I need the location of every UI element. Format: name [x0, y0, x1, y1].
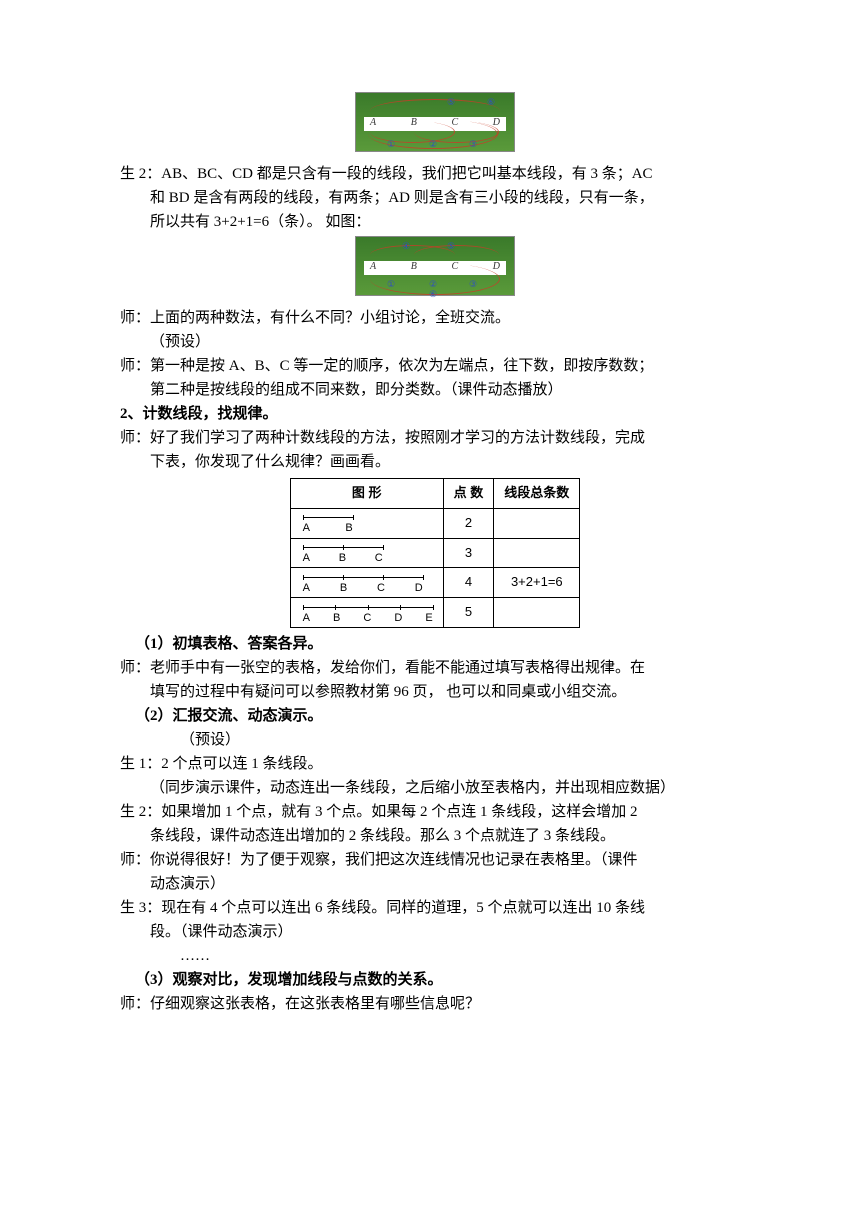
subsection: （2）汇报交流、动态演示。 — [120, 704, 750, 728]
text: 填写的过程中有疑问可以参照教材第 96 页， 也可以和同桌或小组交流。 — [150, 684, 626, 700]
table-row: AB 2 — [290, 508, 580, 538]
text: 条线段，课件动态连出增加的 2 条线段。那么 3 个点就连了 3 条线段。 — [150, 828, 615, 844]
subsection: （1）初填表格、答案各异。 — [120, 632, 750, 656]
speaker: 生 1： — [120, 756, 161, 772]
cell: 2 — [443, 508, 494, 538]
text: 动态演示） — [150, 876, 225, 892]
num: ⑤ — [446, 95, 456, 105]
text: AB、BC、CD 都是只含有一段的线段，我们把它叫基本线段，有 3 条；AC — [161, 166, 652, 182]
text: 2 个点可以连 1 条线段。 — [161, 756, 322, 772]
num: ⑤ — [446, 239, 456, 249]
text: 下表，你发现了什么规律？画画看。 — [150, 454, 390, 470]
num: ⑥ — [428, 287, 438, 297]
cell — [494, 508, 580, 538]
speaker: 生 2： — [120, 166, 161, 182]
speaker: 生 2： — [120, 804, 161, 820]
col-header: 图 形 — [290, 479, 443, 509]
text: 和 BD 是含有两段的线段，有两条；AD 则是含有三小段的线段，只有一条， — [150, 190, 654, 206]
text: （同步演示课件，动态连出一条线段，之后缩小放至表格内，并出现相应数据） — [150, 780, 675, 796]
text: （预设） — [150, 334, 210, 350]
col-header: 线段总条数 — [494, 479, 580, 509]
cell — [494, 538, 580, 568]
table-row: ABCDE 5 — [290, 598, 580, 628]
text: 你说得很好！为了便于观察，我们把这次连线情况也记录在表格里。（课件 — [150, 852, 638, 868]
num: ② — [428, 277, 438, 287]
text: 老师手中有一张空的表格，发给你们，看能不能通过填写表格得出规律。在 — [150, 660, 645, 676]
subsection: （3）观察对比，发现增加线段与点数的关系。 — [120, 968, 750, 992]
speaker: 师： — [120, 358, 150, 374]
col-header: 点 数 — [443, 479, 494, 509]
speaker: 生 3： — [120, 900, 161, 916]
speaker: 师： — [120, 852, 150, 868]
segment-diagram-1: A B C D ① ② ③ ⑤ ⑥ — [355, 92, 515, 152]
num: ① — [386, 277, 396, 287]
num: ⑥ — [486, 95, 496, 105]
cell: 4 — [443, 568, 494, 598]
cell — [494, 598, 580, 628]
text: 第二种是按线段的组成不同来数，即分类数。（课件动态播放） — [150, 382, 563, 398]
text: 所以共有 3+2+1=6（条）。 如图： — [150, 214, 370, 230]
num: ④ — [401, 239, 411, 249]
text: 现在有 4 个点可以连出 6 条线段。同样的道理，5 个点就可以连出 10 条线 — [161, 900, 645, 916]
text: 第一种是按 A、B、C 等一定的顺序，依次为左端点，往下数，即按序数数； — [150, 358, 653, 374]
speaker: 师： — [120, 430, 150, 446]
text: 段。（课件动态演示） — [150, 924, 293, 940]
text: 上面的两种数法，有什么不同？小组讨论，全班交流。 — [150, 310, 510, 326]
num: ③ — [468, 277, 478, 287]
text: …… — [180, 948, 210, 964]
speaker: 师： — [120, 660, 150, 676]
segment-diagram-2: A B C D ① ② ③ ④ ⑤ ⑥ — [355, 236, 515, 296]
table-row: ABC 3 — [290, 538, 580, 568]
cell: 5 — [443, 598, 494, 628]
section-heading: 2、计数线段，找规律。 — [120, 402, 750, 426]
text: 好了我们学习了两种计数线段的方法，按照刚才学习的方法计数线段，完成 — [150, 430, 645, 446]
table-row: ABCD 4 3+2+1=6 — [290, 568, 580, 598]
cell: 3+2+1=6 — [494, 568, 580, 598]
speaker: 师： — [120, 996, 150, 1012]
text: 如果增加 1 个点，就有 3 个点。如果每 2 个点连 1 条线段，这样会增加 … — [161, 804, 637, 820]
pattern-table: 图 形 点 数 线段总条数 AB 2 ABC 3 ABCD 4 3+2+1=6 … — [290, 478, 581, 628]
cell: 3 — [443, 538, 494, 568]
speaker: 师： — [120, 310, 150, 326]
num: ① — [386, 137, 396, 147]
text: （预设） — [180, 732, 240, 748]
num: ③ — [468, 137, 478, 147]
num: ② — [428, 137, 438, 147]
text: 仔细观察这张表格，在这张表格里有哪些信息呢？ — [150, 996, 480, 1012]
